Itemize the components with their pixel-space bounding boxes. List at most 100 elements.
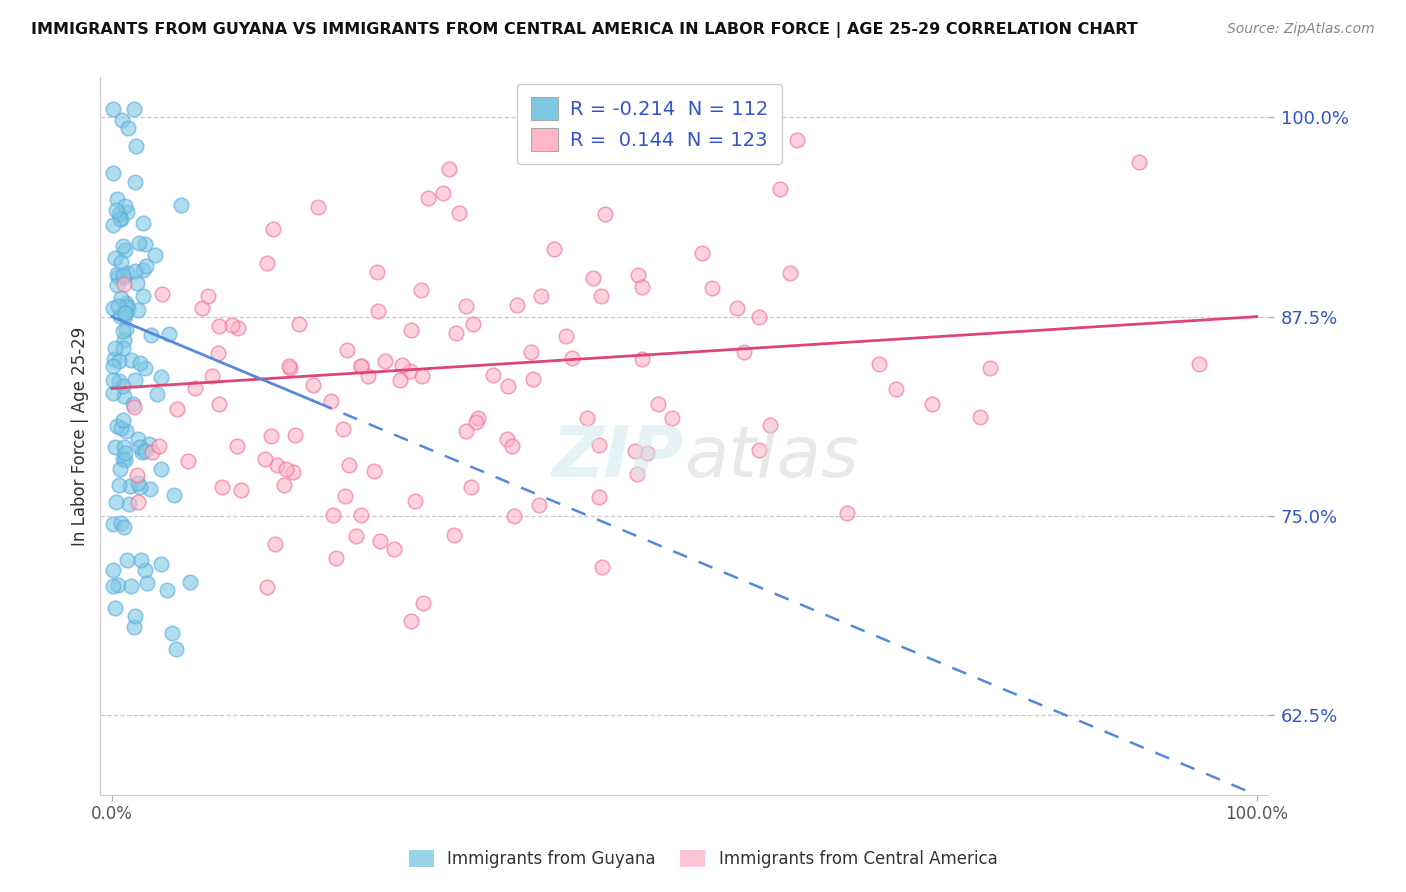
Point — [139, 328, 162, 343]
Point — [769, 181, 792, 195]
Point — [129, 553, 152, 567]
Point — [104, 600, 127, 615]
Point — [122, 620, 145, 634]
Point — [128, 440, 150, 454]
Point — [115, 424, 138, 438]
Point — [165, 641, 187, 656]
Point — [332, 422, 354, 436]
Point — [141, 444, 163, 458]
Point — [114, 446, 136, 460]
Point — [411, 369, 433, 384]
Point — [506, 298, 529, 312]
Point — [748, 310, 770, 325]
Point — [835, 506, 858, 520]
Point — [105, 192, 128, 206]
Point — [322, 508, 344, 522]
Point — [253, 452, 276, 467]
Point — [454, 299, 477, 313]
Point — [779, 266, 801, 280]
Point — [103, 386, 125, 401]
Point — [350, 359, 373, 374]
Point — [101, 373, 124, 387]
Point — [501, 439, 523, 453]
Point — [350, 359, 373, 374]
Point — [114, 306, 136, 320]
Point — [561, 351, 583, 365]
Point — [325, 551, 347, 566]
Point — [129, 356, 152, 370]
Point — [110, 516, 132, 530]
Legend: Immigrants from Guyana, Immigrants from Central America: Immigrants from Guyana, Immigrants from … — [402, 843, 1004, 875]
Point — [591, 559, 613, 574]
Text: ZIP: ZIP — [553, 424, 685, 492]
Point — [183, 381, 205, 395]
Point — [135, 260, 157, 274]
Point — [111, 113, 134, 128]
Point — [114, 440, 136, 454]
Point — [661, 411, 683, 425]
Point — [150, 287, 173, 301]
Point — [444, 326, 467, 340]
Point — [110, 255, 132, 269]
Point — [262, 222, 284, 236]
Point — [127, 276, 149, 290]
Point — [103, 352, 125, 367]
Point — [366, 265, 388, 279]
Point — [114, 199, 136, 213]
Point — [112, 270, 135, 285]
Point — [344, 529, 367, 543]
Point — [692, 246, 714, 260]
Point — [520, 344, 543, 359]
Point — [110, 212, 132, 227]
Point — [456, 424, 478, 438]
Point — [256, 580, 278, 594]
Point — [496, 378, 519, 392]
Point — [131, 445, 153, 459]
Point — [437, 162, 460, 177]
Point — [111, 341, 134, 355]
Point — [122, 103, 145, 117]
Point — [382, 542, 405, 557]
Point — [460, 479, 482, 493]
Point — [112, 379, 135, 393]
Point — [170, 198, 193, 212]
Point — [104, 441, 127, 455]
Point — [110, 291, 132, 305]
Point — [733, 344, 755, 359]
Point — [278, 361, 301, 376]
Point — [105, 418, 128, 433]
Point — [114, 453, 136, 467]
Point — [624, 443, 647, 458]
Point — [132, 216, 155, 230]
Y-axis label: In Labor Force | Age 25-29: In Labor Force | Age 25-29 — [72, 326, 89, 546]
Point — [786, 133, 808, 147]
Point — [389, 373, 412, 387]
Point — [104, 202, 127, 217]
Point — [575, 410, 598, 425]
Point — [150, 370, 173, 384]
Point — [162, 488, 184, 502]
Point — [319, 394, 342, 409]
Point — [418, 191, 440, 205]
Point — [110, 212, 132, 227]
Point — [112, 389, 135, 403]
Point — [284, 428, 307, 442]
Point — [589, 289, 612, 303]
Point — [401, 615, 423, 629]
Point — [179, 575, 201, 590]
Point — [127, 432, 149, 446]
Point — [283, 465, 305, 479]
Point — [979, 360, 1001, 375]
Point — [288, 317, 311, 331]
Point — [467, 410, 489, 425]
Point — [101, 563, 124, 577]
Point — [114, 306, 136, 320]
Point — [868, 357, 890, 371]
Point — [115, 266, 138, 280]
Point — [588, 438, 610, 452]
Point — [112, 334, 135, 348]
Point — [337, 458, 360, 472]
Point — [149, 558, 172, 572]
Point — [108, 374, 131, 388]
Point — [226, 439, 249, 453]
